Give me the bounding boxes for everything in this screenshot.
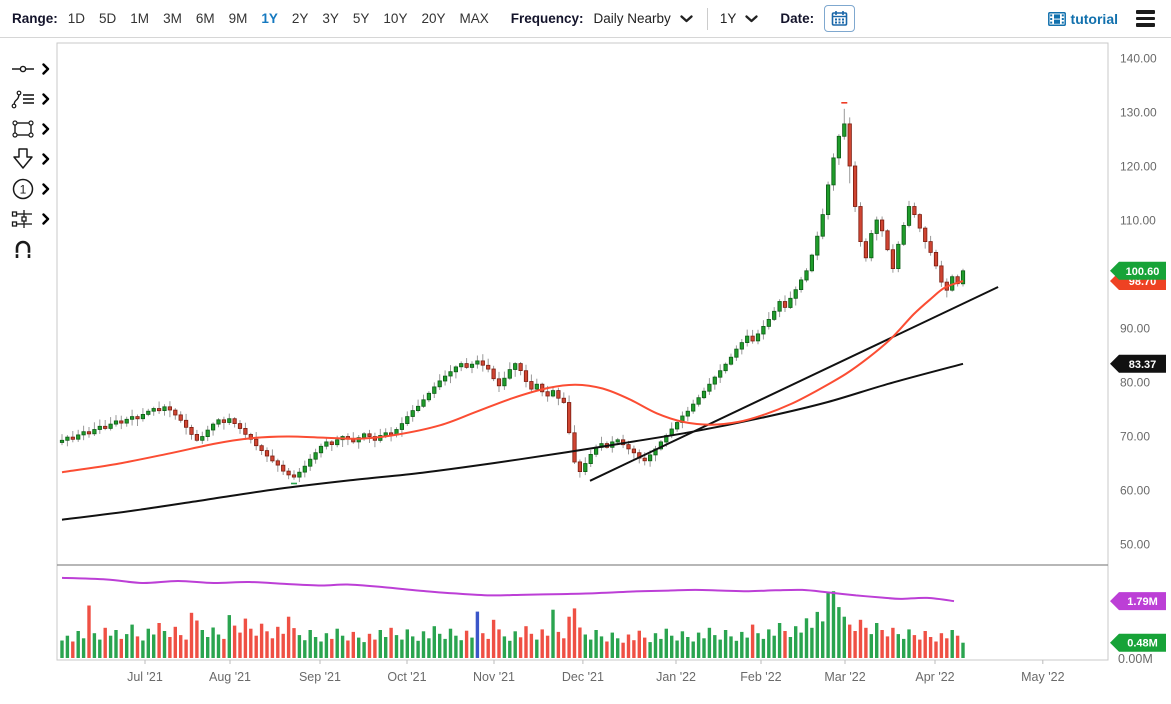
volume-bars-layer <box>60 591 965 659</box>
svg-text:1: 1 <box>20 183 27 197</box>
range-button-10y[interactable]: 10Y <box>383 11 408 26</box>
svg-text:0.00M: 0.00M <box>1118 652 1153 666</box>
svg-text:Feb '22: Feb '22 <box>740 670 781 684</box>
chevron-right-icon <box>42 183 50 195</box>
chevron-right-icon <box>42 93 50 105</box>
svg-text:1.79M: 1.79M <box>1127 596 1158 608</box>
svg-text:140.00: 140.00 <box>1120 52 1157 66</box>
sidebar-item-arrow-tool[interactable] <box>10 144 56 174</box>
toolbar-divider <box>706 7 708 30</box>
svg-text:50.00: 50.00 <box>1120 538 1150 552</box>
levels-tool-icon <box>11 210 32 228</box>
axes-layer: 140.00130.00120.00110.00100.0090.0080.00… <box>127 52 1157 685</box>
svg-text:Apr '22: Apr '22 <box>915 670 954 684</box>
range-button-6m[interactable]: 6M <box>195 11 215 26</box>
chevron-right-icon <box>42 153 50 165</box>
magnet-icon <box>15 240 31 258</box>
period-value: 1Y <box>719 11 737 26</box>
svg-text:83.37: 83.37 <box>1129 359 1157 371</box>
number-one-circle-icon: 1 <box>12 178 34 200</box>
chevron-right-icon <box>42 123 50 135</box>
sidebar-item-line-tool[interactable] <box>10 54 56 84</box>
svg-text:100.60: 100.60 <box>1126 266 1160 278</box>
tutorial-link[interactable]: tutorial <box>1047 10 1118 27</box>
price-volume-chart[interactable]: 140.00130.00120.00110.00100.0090.0080.00… <box>0 38 1171 704</box>
range-button-5d[interactable]: 5D <box>99 11 117 26</box>
period-dropdown[interactable]: 1Y <box>720 11 759 26</box>
price-tag <box>1110 592 1166 611</box>
range-button-1y[interactable]: 1Y <box>261 11 278 26</box>
range-button-1d[interactable]: 1D <box>67 11 86 26</box>
svg-text:Sep '21: Sep '21 <box>299 670 341 684</box>
price-tag <box>1110 354 1166 373</box>
short-moving-average-line <box>61 280 964 474</box>
candles-layer <box>59 108 966 482</box>
sidebar-item-levels-tool[interactable] <box>10 204 56 234</box>
svg-text:120.00: 120.00 <box>1120 160 1157 174</box>
svg-text:0.48M: 0.48M <box>1127 638 1158 650</box>
chart-frame <box>56 42 1109 661</box>
arrow-down-icon <box>13 148 33 169</box>
drawing-tools-sidebar: 1 <box>10 54 56 264</box>
calendar-icon <box>831 11 848 26</box>
shape-tool-icon <box>12 120 34 138</box>
range-button-3m[interactable]: 3M <box>163 11 182 26</box>
range-button-1m[interactable]: 1M <box>130 11 150 26</box>
svg-text:Aug '21: Aug '21 <box>209 670 251 684</box>
date-picker-button[interactable] <box>824 5 856 32</box>
study-lines-layer <box>61 280 999 603</box>
tutorial-text: tutorial <box>1070 10 1118 27</box>
annotation-tool-icon <box>11 90 34 109</box>
range-button-2y[interactable]: 2Y <box>291 11 309 26</box>
trendline <box>589 286 999 482</box>
svg-text:Oct '21: Oct '21 <box>387 670 426 684</box>
range-button-max[interactable]: MAX <box>459 11 489 26</box>
sidebar-item-shape-tool[interactable] <box>10 114 56 144</box>
open-interest-line <box>61 576 955 603</box>
sidebar-item-number-annotation-tool[interactable]: 1 <box>10 174 56 204</box>
svg-text:60.00: 60.00 <box>1120 484 1150 498</box>
range-buttons: 1D 5D 1M 3M 6M 9M 1Y 2Y 3Y 5Y 10Y 20Y MAX <box>68 11 489 26</box>
toolbar: Range: 1D 5D 1M 3M 6M 9M 1Y 2Y 3Y 5Y 10Y 20Y MAX Fre… <box>0 0 1171 38</box>
menu-button[interactable] <box>1134 8 1157 28</box>
svg-text:90.00: 90.00 <box>1120 322 1150 336</box>
frequency-label: Frequency: <box>510 11 584 26</box>
range-button-9m[interactable]: 9M <box>228 11 248 26</box>
svg-text:Mar '22: Mar '22 <box>824 670 865 684</box>
svg-text:130.00: 130.00 <box>1120 106 1157 120</box>
frequency-dropdown[interactable]: Daily Nearby <box>594 11 693 26</box>
range-button-5y[interactable]: 5Y <box>352 11 370 26</box>
chevron-down-icon <box>680 14 693 22</box>
price-tag <box>1110 261 1166 280</box>
date-label: Date: <box>780 11 815 26</box>
sidebar-item-annotation-tool[interactable] <box>10 84 56 114</box>
range-label: Range: <box>12 11 58 26</box>
range-button-3y[interactable]: 3Y <box>322 11 339 26</box>
range-button-20y[interactable]: 20Y <box>421 11 446 26</box>
svg-text:May '22: May '22 <box>1021 670 1064 684</box>
long-moving-average-line <box>61 362 964 521</box>
film-icon <box>1047 11 1066 26</box>
svg-text:Nov '21: Nov '21 <box>473 670 515 684</box>
svg-text:Jul '21: Jul '21 <box>127 670 163 684</box>
chevron-right-icon <box>42 63 50 75</box>
chevron-down-icon <box>745 14 758 22</box>
chevron-right-icon <box>42 213 50 225</box>
price-markers-layer <box>291 102 848 485</box>
svg-text:Jan '22: Jan '22 <box>656 670 696 684</box>
svg-text:Dec '21: Dec '21 <box>562 670 604 684</box>
svg-text:110.00: 110.00 <box>1120 214 1156 228</box>
svg-text:80.00: 80.00 <box>1120 376 1150 390</box>
sidebar-item-magnet-tool[interactable] <box>10 234 56 264</box>
frequency-value: Daily Nearby <box>593 11 671 26</box>
line-tool-icon <box>12 65 34 73</box>
price-tag <box>1110 633 1166 652</box>
svg-text:70.00: 70.00 <box>1120 430 1150 444</box>
